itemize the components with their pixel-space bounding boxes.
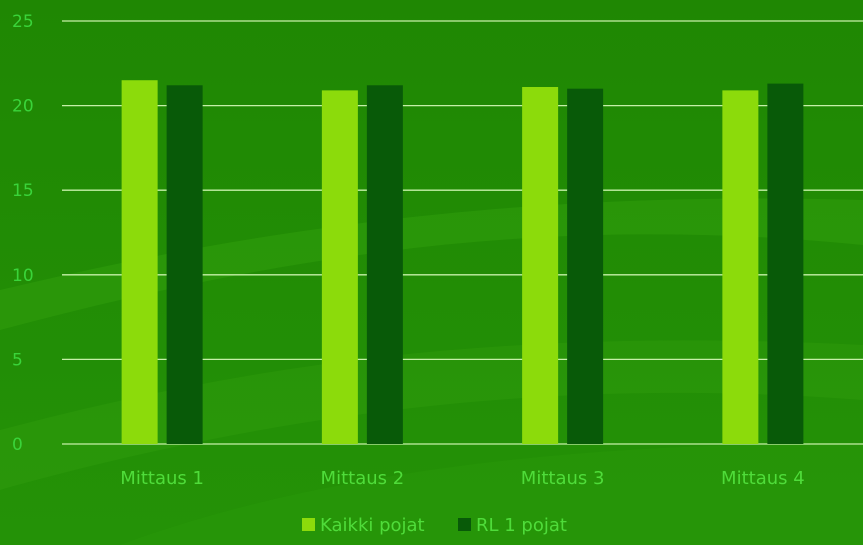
bar-series-1: [722, 90, 759, 444]
bar-series-2: [567, 88, 604, 445]
bar-series-1: [321, 90, 358, 444]
legend-swatch: [458, 518, 471, 531]
background-swoosh-top: [0, 198, 863, 330]
background-swoosh-bottom: [0, 340, 863, 490]
x-axis-category-labels: Mittaus 1 Mittaus 2 Mittaus 3 Mittaus 4: [120, 468, 804, 489]
x-category-label: Mittaus 2: [321, 468, 405, 489]
x-category-label: Mittaus 4: [721, 468, 805, 489]
bar-series-1: [522, 86, 559, 444]
y-axis-tick-labels: 0 5 10 15 20 25: [12, 12, 34, 455]
y-tick-label: 0: [12, 435, 23, 455]
legend-label: RL 1 pojat: [476, 515, 567, 536]
legend-swatch: [302, 518, 315, 531]
y-tick-label: 15: [12, 181, 34, 201]
y-tick-label: 5: [12, 350, 23, 370]
legend-label: Kaikki pojat: [320, 515, 425, 536]
y-tick-label: 10: [12, 266, 34, 286]
bar-series-1: [121, 80, 158, 444]
x-category-label: Mittaus 3: [521, 468, 605, 489]
bar-series-2: [166, 85, 203, 445]
bar-series-2: [366, 85, 403, 445]
y-tick-label: 25: [12, 12, 34, 32]
bar-series-2: [767, 83, 804, 444]
legend: Kaikki pojat RL 1 pojat: [302, 515, 567, 536]
bars: [121, 80, 804, 445]
y-tick-label: 20: [12, 97, 34, 117]
x-category-label: Mittaus 1: [120, 468, 204, 489]
